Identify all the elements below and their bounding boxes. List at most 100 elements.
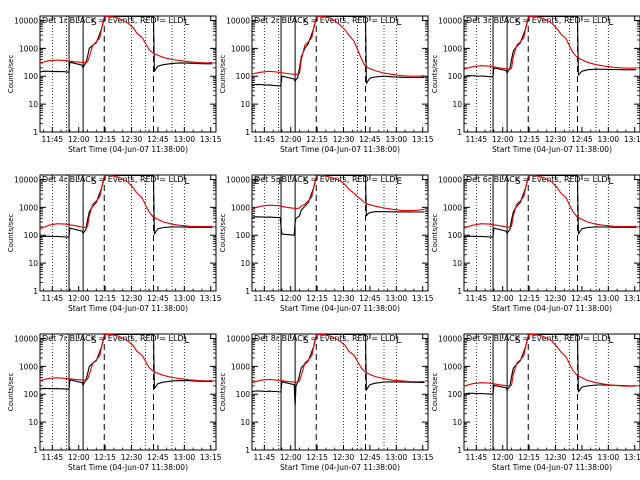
x-tick-label: 13:15 — [200, 453, 222, 462]
x-tick-label: 12:30 — [545, 135, 567, 144]
x-tick-label: 13:00 — [386, 453, 408, 462]
x-axis-label: Start Time (04-Jun-07 11:38:00) — [492, 304, 612, 313]
y-tick-label: 1 — [245, 128, 250, 137]
y-axis-label: Counts/sec — [7, 373, 15, 412]
y-axis-label: Counts/sec — [219, 55, 227, 94]
x-tick-label: 12:45 — [571, 453, 593, 462]
x-tick-label: 12:30 — [121, 453, 143, 462]
x-tick-label: 12:15 — [306, 294, 328, 303]
x-axis-label: Start Time (04-Jun-07 11:38:00) — [280, 304, 400, 313]
y-tick-label: 10000 — [226, 16, 250, 25]
detector-panel-5: 1 10 100 1000 10000 Counts/sec 11:45 12:00 12:15… — [219, 174, 434, 313]
x-tick-label: 12:15 — [518, 135, 540, 144]
x-tick-label: 13:15 — [624, 453, 640, 462]
y-tick-label: 10 — [452, 418, 462, 427]
x-tick-label: 11:45 — [466, 294, 488, 303]
lld-line-red — [464, 16, 637, 70]
y-tick-label: 1 — [33, 128, 38, 137]
x-tick-label: 12:45 — [359, 453, 381, 462]
lld-line-red — [40, 334, 213, 382]
lld-line-red — [40, 175, 213, 230]
x-tick-label: 12:15 — [94, 135, 116, 144]
y-tick-label: 1000 — [19, 362, 38, 371]
y-tick-label: 10000 — [14, 334, 38, 343]
x-tick-label: 12:15 — [94, 453, 116, 462]
x-tick-label: 12:15 — [306, 135, 328, 144]
y-tick-label: 10 — [28, 100, 38, 109]
x-tick-label: 12:00 — [280, 135, 302, 144]
y-tick-label: 10 — [452, 259, 462, 268]
flag-letter: S — [303, 177, 309, 187]
flag-letter: S — [91, 18, 97, 28]
flag-letter: S — [515, 18, 521, 28]
y-tick-label: 1 — [457, 287, 462, 296]
x-tick-label: 12:30 — [545, 453, 567, 462]
y-tick-label: 1 — [33, 287, 38, 296]
flag-letter: L — [608, 336, 613, 346]
lld-line-red — [40, 16, 213, 64]
y-axis-label: Counts/sec — [431, 373, 439, 412]
y-tick-label: 100 — [448, 390, 463, 399]
y-axis-label: Counts/sec — [219, 214, 227, 253]
series-group — [464, 16, 637, 78]
y-tick-label: 10 — [240, 100, 250, 109]
x-tick-label: 13:00 — [174, 294, 196, 303]
y-tick-label: 1000 — [231, 362, 250, 371]
x-tick-label: 11:45 — [254, 294, 276, 303]
panel-title: Det 8r BLACK = Events, RED = LLD — [254, 334, 396, 343]
x-tick-label: 12:45 — [147, 294, 169, 303]
x-tick-label: 11:45 — [466, 453, 488, 462]
x-tick-label: 12:15 — [518, 453, 540, 462]
y-tick-label: 100 — [24, 390, 39, 399]
x-tick-label: 13:15 — [412, 294, 434, 303]
x-axis-label: Start Time (04-Jun-07 11:38:00) — [492, 463, 612, 472]
x-tick-label: 12:15 — [94, 294, 116, 303]
detector-panel-1: 1 10 100 1000 10000 Counts/sec 11:45 12:00 12:15… — [7, 15, 222, 154]
x-tick-label: 13:00 — [174, 453, 196, 462]
x-tick-label: 13:15 — [200, 135, 222, 144]
y-tick-label: 10000 — [14, 16, 38, 25]
x-tick-label: 13:00 — [598, 294, 620, 303]
x-tick-label: 12:00 — [68, 453, 90, 462]
y-tick-label: 1 — [33, 446, 38, 455]
x-tick-label: 11:45 — [466, 135, 488, 144]
x-tick-label: 11:45 — [42, 135, 64, 144]
x-tick-label: 12:30 — [333, 135, 355, 144]
y-axis-label: Counts/sec — [431, 214, 439, 253]
x-tick-label: 12:45 — [359, 294, 381, 303]
flag-letter: S — [515, 177, 521, 187]
y-tick-label: 1000 — [443, 362, 462, 371]
y-tick-label: 1000 — [19, 203, 38, 212]
panel-title: Det 2r BLACK = Events, RED = LLD — [254, 16, 396, 25]
x-tick-label: 12:30 — [333, 294, 355, 303]
flag-letter: E — [396, 177, 402, 187]
series-group — [40, 175, 213, 238]
y-tick-label: 1000 — [443, 203, 462, 212]
flag-letter: F — [278, 177, 283, 187]
detector-panel-4: 1 10 100 1000 10000 Counts/sec 11:45 12:00 12:15… — [7, 174, 222, 313]
flag-letter: S — [515, 336, 521, 346]
panel-title: Det 9r BLACK = Events, RED = LLD — [466, 334, 608, 343]
x-tick-label: 13:00 — [386, 294, 408, 303]
x-tick-label: 12:15 — [306, 453, 328, 462]
x-tick-label: 11:45 — [42, 453, 64, 462]
y-tick-label: 1000 — [19, 44, 38, 53]
flag-letter: S — [303, 336, 309, 346]
y-tick-label: 10000 — [438, 334, 462, 343]
x-tick-label: 13:00 — [598, 453, 620, 462]
series-group — [40, 334, 213, 390]
x-tick-label: 13:15 — [412, 135, 434, 144]
x-tick-label: 12:30 — [333, 453, 355, 462]
detector-panel-2: 1 10 100 1000 10000 Counts/sec 11:45 12:00 12:15… — [219, 15, 434, 154]
y-axis-label: Counts/sec — [219, 373, 227, 412]
y-tick-label: 10000 — [438, 175, 462, 184]
x-tick-label: 12:00 — [492, 453, 514, 462]
x-axis-label: Start Time (04-Jun-07 11:38:00) — [68, 145, 188, 154]
lld-line-red — [252, 16, 425, 77]
series-group — [40, 16, 213, 73]
x-axis-label: Start Time (04-Jun-07 11:38:00) — [68, 304, 188, 313]
x-tick-label: 13:00 — [598, 135, 620, 144]
x-tick-label: 13:15 — [624, 135, 640, 144]
y-tick-label: 100 — [236, 231, 251, 240]
y-tick-label: 1 — [245, 287, 250, 296]
